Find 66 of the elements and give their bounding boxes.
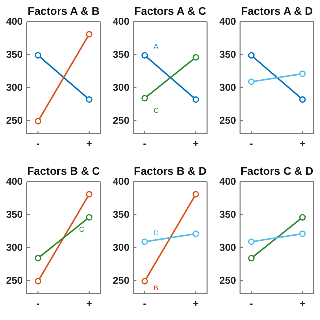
chart-title: Factors B & D <box>134 166 207 178</box>
point <box>300 96 306 103</box>
y-tick-label: 400 <box>220 17 237 28</box>
y-tick-label: 250 <box>112 276 130 288</box>
x-tick-label: - <box>250 139 254 150</box>
point <box>86 214 93 221</box>
point <box>248 78 255 86</box>
y-tick-label: 400 <box>112 177 130 188</box>
chart-title: Factors A & B <box>28 6 100 18</box>
point <box>86 96 93 103</box>
x-tick-label: + <box>86 139 92 150</box>
chart-title: Factors A & D <box>241 6 314 18</box>
point <box>192 96 200 103</box>
point <box>192 230 200 238</box>
point <box>35 118 42 125</box>
y-tick-label: 350 <box>6 50 24 62</box>
y-tick-label: 250 <box>6 116 24 128</box>
y-tick-label: 300 <box>112 243 130 254</box>
x-tick-label: + <box>193 139 200 150</box>
x-tick-label: + <box>193 299 200 310</box>
y-tick-label: 250 <box>220 116 237 128</box>
y-tick-label: 300 <box>6 83 24 94</box>
y-tick-label: 350 <box>112 210 130 222</box>
point <box>248 52 255 59</box>
chart-title: Factors B & C <box>27 166 100 178</box>
point <box>142 52 148 59</box>
y-tick-label: 350 <box>220 210 237 222</box>
point <box>300 230 306 238</box>
chart-title: Factors A & C <box>134 6 207 18</box>
y-tick-label: 350 <box>112 50 130 62</box>
point <box>300 70 306 78</box>
y-tick-label: 400 <box>112 17 130 28</box>
x-tick-label: + <box>86 299 92 310</box>
y-tick-label: 400 <box>6 177 24 188</box>
y-tick-label: 300 <box>112 83 130 94</box>
x-tick-label: - <box>143 139 147 150</box>
point <box>300 214 306 221</box>
point <box>35 255 42 262</box>
point <box>192 191 200 198</box>
y-tick-label: 250 <box>112 116 130 128</box>
point <box>142 95 148 102</box>
y-tick-label: 400 <box>6 17 24 28</box>
y-tick-label: 300 <box>220 83 237 94</box>
point <box>142 278 148 285</box>
y-tick-label: 350 <box>220 50 237 62</box>
point <box>86 31 93 38</box>
point <box>142 238 148 246</box>
point <box>35 278 42 285</box>
point <box>248 255 255 262</box>
point <box>248 238 255 246</box>
x-tick-label: + <box>300 299 306 310</box>
x-tick-label: + <box>300 139 306 150</box>
x-tick-label: - <box>143 299 147 310</box>
point <box>35 52 42 59</box>
y-tick-label: 300 <box>6 243 24 254</box>
chart-title: Factors C & D <box>240 166 314 178</box>
y-tick-label: 250 <box>6 276 24 288</box>
x-tick-label: - <box>250 299 254 310</box>
y-tick-label: 250 <box>220 276 237 288</box>
point <box>192 54 200 61</box>
y-tick-label: 400 <box>220 177 237 188</box>
y-tick-label: 300 <box>220 243 237 254</box>
x-tick-label: - <box>36 139 40 150</box>
y-tick-label: 350 <box>6 210 24 222</box>
x-tick-label: - <box>36 299 40 310</box>
point <box>86 191 93 198</box>
